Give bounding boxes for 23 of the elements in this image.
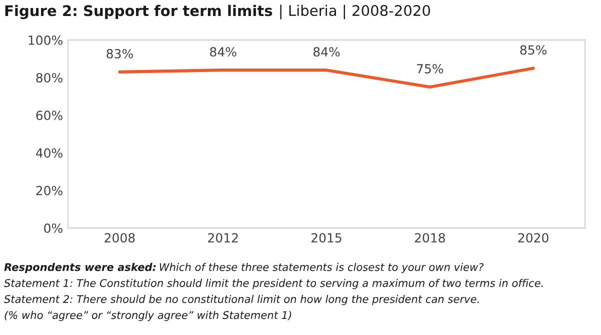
text: (% who “agree” or “strongly agree” with Statement 1) bbox=[4, 310, 292, 322]
text: 84% bbox=[210, 47, 236, 57]
text: Statement 1: The Constitution should limit the president to serving a maximum of two terms in office. bbox=[4, 278, 543, 290]
chart-subtitle: | Liberia | 2008-2020 bbox=[280, 4, 430, 20]
text: Which of these three statements is closest to your own view? bbox=[160, 262, 484, 274]
text: 83% bbox=[106, 48, 133, 58]
y-tick-label: 40% bbox=[36, 148, 62, 158]
y-tick-label: 20% bbox=[36, 186, 62, 196]
text: 75% bbox=[417, 64, 444, 74]
text: 84% bbox=[313, 47, 340, 57]
x-tick-label: 2018 bbox=[414, 233, 445, 243]
text: Statement 2: There should be no constitutional limit on how long the president can serve. bbox=[4, 294, 479, 306]
x-tick-label: 2012 bbox=[208, 233, 238, 243]
x-tick-label: 2008 bbox=[104, 233, 135, 243]
x-tick-label: 2020 bbox=[518, 233, 548, 243]
y-tick-label: 0% bbox=[44, 223, 62, 233]
y-tick-label: 100% bbox=[28, 35, 62, 45]
chart-title: Figure 2: Support for term limits bbox=[5, 4, 272, 20]
x-tick-label: 2015 bbox=[312, 233, 342, 243]
y-tick-label: 80% bbox=[36, 73, 62, 83]
text: 85% bbox=[520, 45, 546, 55]
text: Respondents were asked: bbox=[4, 262, 156, 274]
y-tick-label: 60% bbox=[36, 110, 62, 120]
